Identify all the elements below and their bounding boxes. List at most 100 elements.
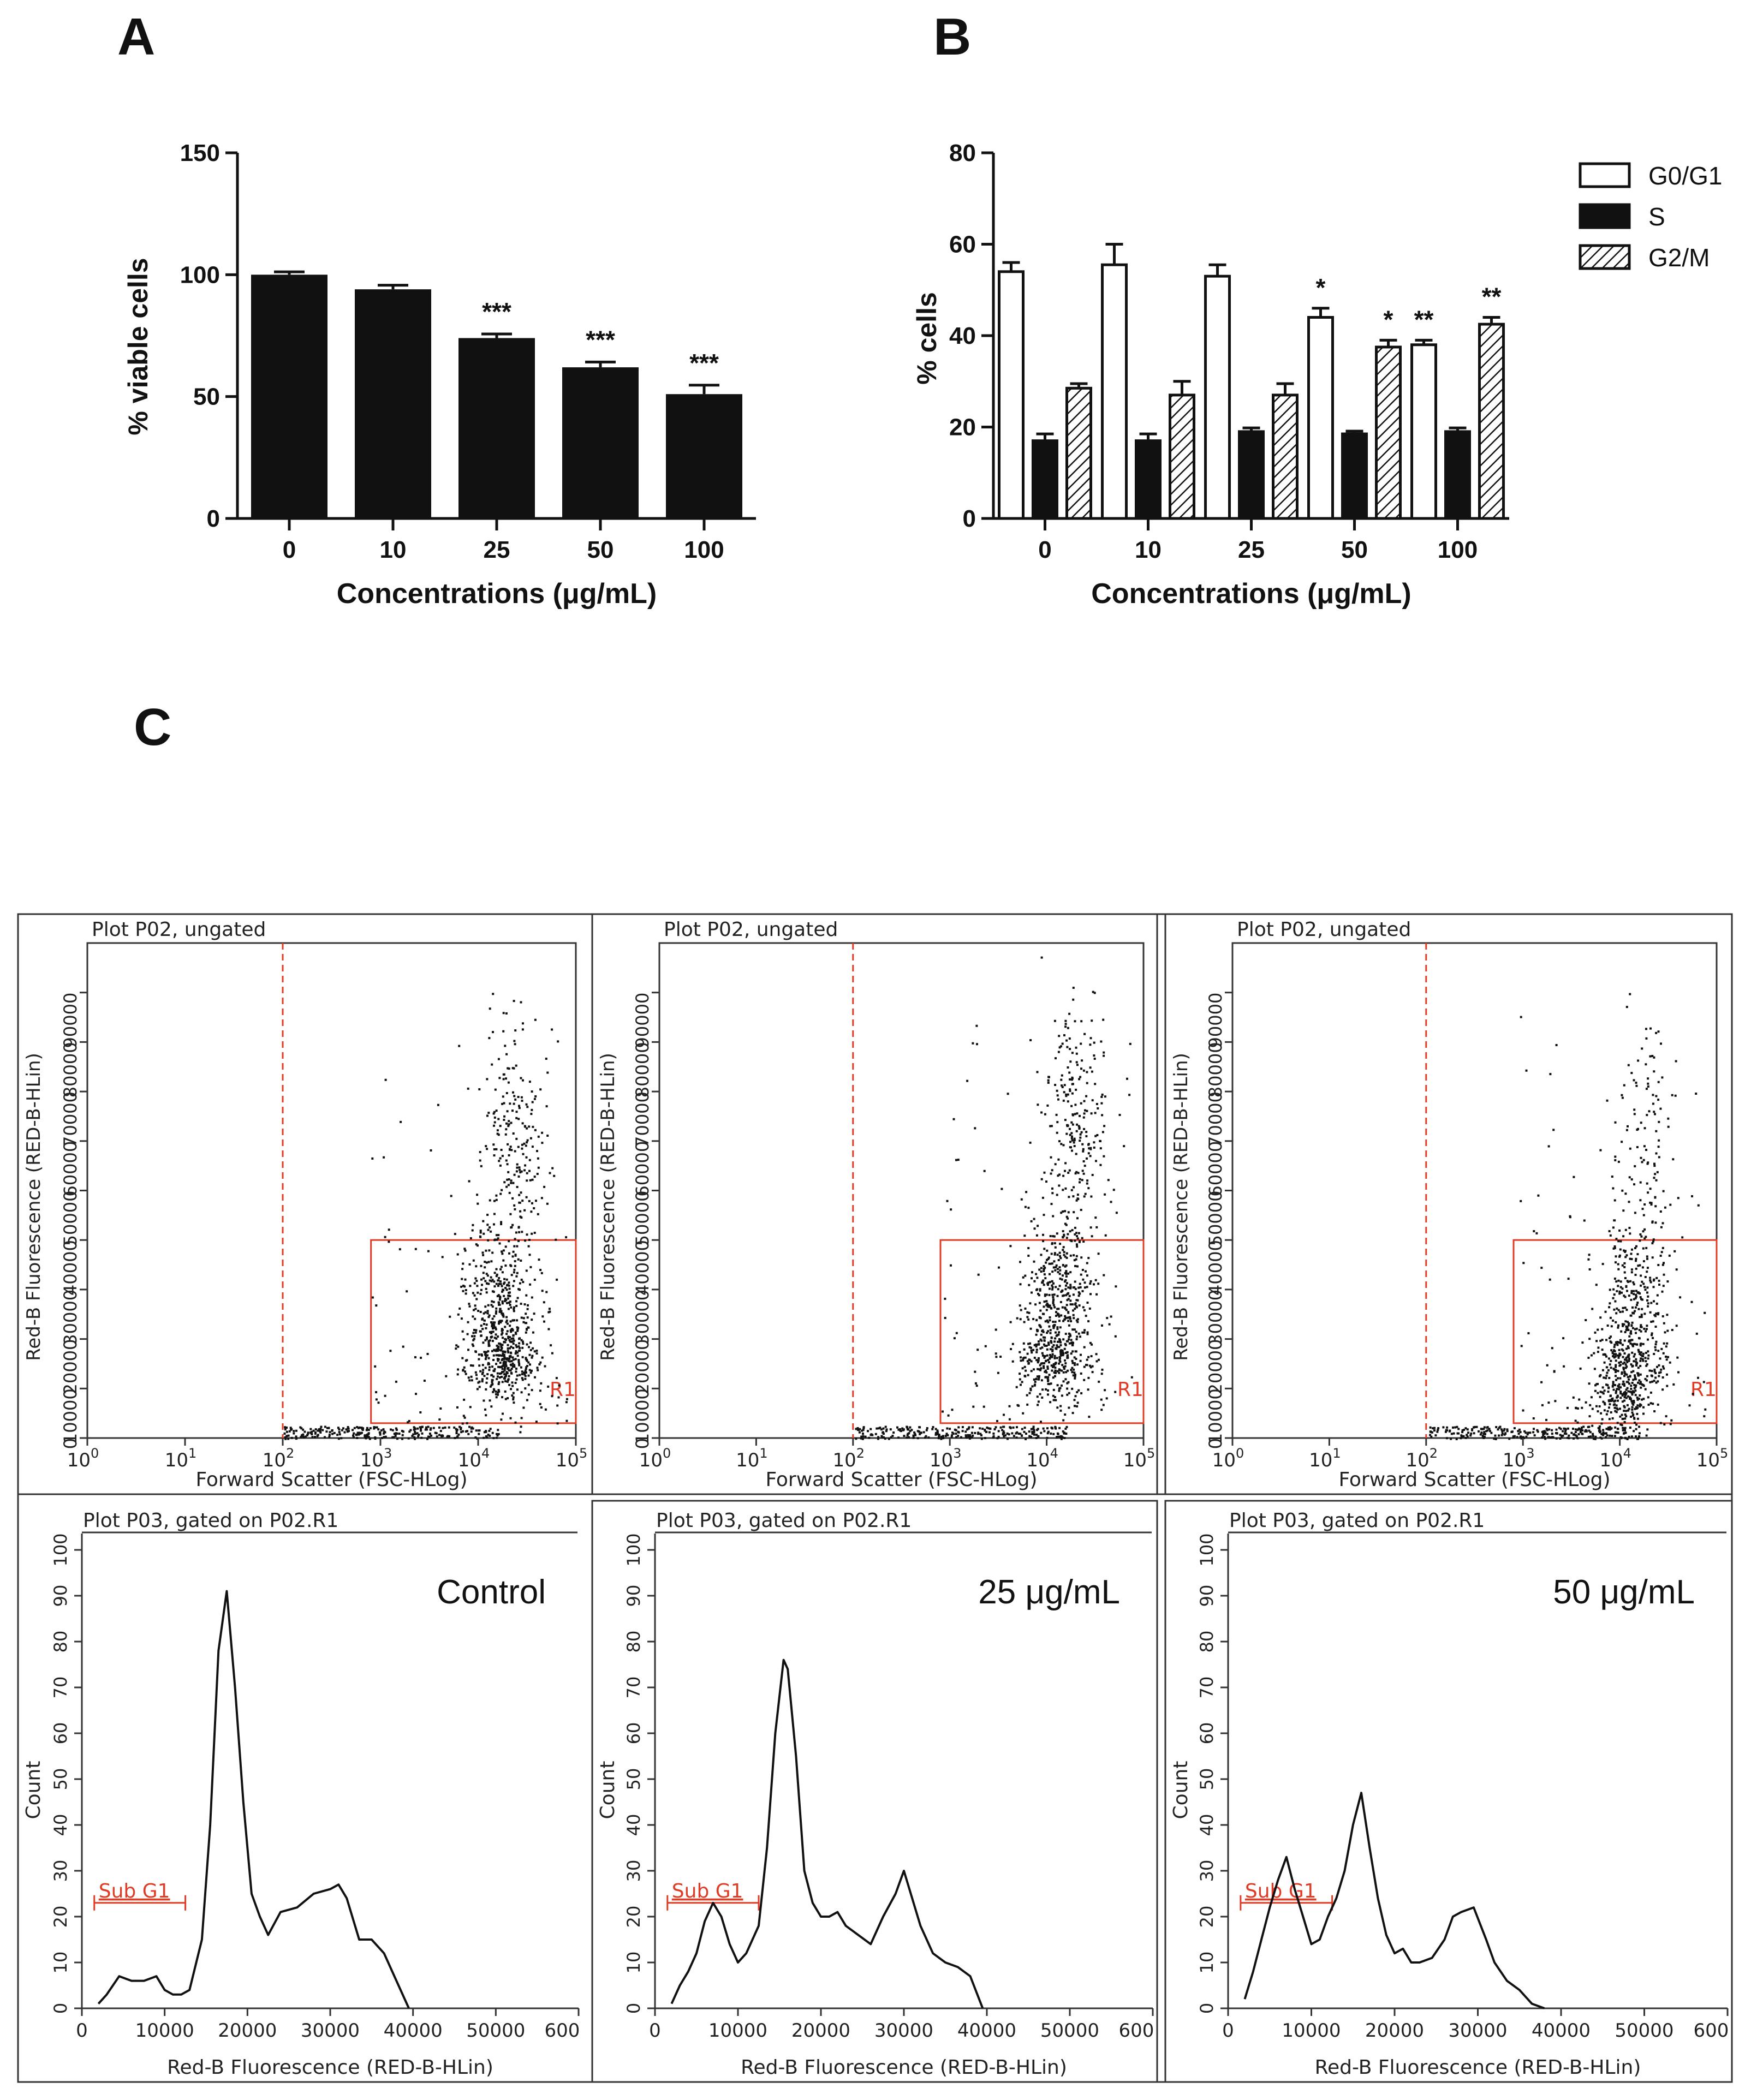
- x-tick-exponent: 3: [1526, 1446, 1534, 1461]
- y-tick-label: 0: [50, 2003, 71, 2014]
- bar-solid: [1341, 432, 1368, 520]
- y-tick-label: 50: [193, 384, 220, 410]
- y-tick-label: 70: [1196, 1677, 1217, 1699]
- y-tick-label: 60000: [1205, 1141, 1226, 1197]
- y-tick-label: 50: [623, 1768, 644, 1791]
- y-tick-label: 100: [1196, 1533, 1217, 1566]
- chart-a-viable-cells: 0 50 100 150 0 10 25 *** 50 *** 100 *** Concentratio…: [123, 140, 756, 610]
- panel-label-a: A: [117, 8, 155, 66]
- x-tick-label: 40000: [1532, 2020, 1591, 2042]
- x-axis-label: Forward Scatter (FSC-HLog): [1338, 1469, 1610, 1491]
- x-tick-exponent: 1: [1332, 1446, 1341, 1461]
- plot-frame: [591, 913, 1158, 1495]
- y-axis-label: Count: [1170, 1761, 1192, 1819]
- histogram-3: Plot P03, gated on P02.R1 0 10 20 30 40 50 60 70…: [1164, 1500, 1733, 2083]
- y-tick-label: 30: [623, 1860, 644, 1882]
- gate-r1: [370, 1239, 577, 1424]
- subg1-label: Sub G1: [672, 1880, 743, 1902]
- y-tick-label: 50000: [632, 1191, 653, 1246]
- y-tick-label: 40000: [60, 1240, 81, 1296]
- y-tick-label: 100: [623, 1533, 644, 1566]
- x-tick-label: 600: [545, 2020, 580, 2042]
- y-tick-label: 60: [949, 231, 976, 258]
- gate-r1-label: R1: [550, 1379, 576, 1401]
- bar-open: [1307, 316, 1334, 520]
- y-tick-label: 70: [50, 1677, 71, 1699]
- x-tick-label: 100: [67, 1446, 99, 1471]
- y-tick-label: 20: [949, 414, 976, 441]
- bar: [666, 394, 742, 518]
- y-tick-label: 80000: [632, 1042, 653, 1097]
- x-tick-label: 0: [76, 2020, 88, 2042]
- y-tick-label: 30000: [60, 1290, 81, 1345]
- x-tick-label: 30000: [1448, 2020, 1507, 2042]
- bar-hatched: [1375, 345, 1402, 520]
- x-tick-label: 600: [1694, 2020, 1729, 2042]
- histogram-line: [97, 1590, 410, 2009]
- x-tick-label: 0: [1222, 2020, 1234, 2042]
- x-tick-label: 102: [1406, 1446, 1438, 1471]
- y-tick-label: 50000: [60, 1191, 81, 1246]
- x-tick-exponent: 5: [1147, 1446, 1155, 1461]
- x-tick-label: 10: [1135, 536, 1162, 563]
- x-tick-label: 104: [1599, 1446, 1631, 1471]
- x-tick-exponent: 0: [1236, 1446, 1244, 1461]
- x-axis-label: Concentrations (μg/mL): [337, 578, 657, 610]
- x-tick-label: 30000: [301, 2020, 360, 2042]
- y-tick-label: 50: [1196, 1768, 1217, 1791]
- y-tick-label: 0: [1196, 2003, 1217, 2014]
- x-tick-label: 30000: [874, 2020, 933, 2042]
- y-tick-label: 10: [1196, 1952, 1217, 1974]
- x-tick-label: 25: [1238, 536, 1265, 563]
- x-tick-exponent: 3: [953, 1446, 961, 1461]
- condition-label: 50 μg/mL: [1553, 1573, 1695, 1611]
- x-tick-exponent: 2: [286, 1446, 294, 1461]
- x-tick-label: 25: [484, 536, 510, 563]
- y-tick-label: 70000: [60, 1091, 81, 1147]
- plot-title: Plot P03, gated on P02.R1: [1229, 1510, 1485, 1532]
- plot-frame: [1164, 1500, 1733, 2083]
- y-axis-label: Count: [22, 1761, 45, 1819]
- panel-c-flow-cytometry: [17, 913, 1733, 2083]
- x-tick-exponent: 0: [91, 1446, 99, 1461]
- y-tick-label: 90000: [1205, 993, 1226, 1048]
- scatter-dots: [855, 956, 1133, 1440]
- y-tick-label: 80000: [60, 1042, 81, 1097]
- subg1-label: Sub G1: [99, 1880, 170, 1902]
- histogram-line: [670, 1658, 984, 2009]
- bar-solid: [1238, 430, 1265, 520]
- condition-label: 25 μg/mL: [978, 1573, 1120, 1611]
- y-tick-label: 80: [1196, 1631, 1217, 1653]
- y-tick-label: 90: [1196, 1585, 1217, 1607]
- subg1-label: Sub G1: [1245, 1880, 1317, 1902]
- y-tick-label: 40: [1196, 1814, 1217, 1836]
- x-tick-label: 104: [458, 1446, 490, 1471]
- y-tick-label: 80000: [1205, 1042, 1226, 1097]
- bar-open: [1204, 275, 1231, 520]
- x-tick-label: 100: [684, 536, 724, 563]
- legend-label: S: [1648, 202, 1665, 231]
- legend-swatch-open: [1579, 162, 1631, 188]
- panel-label-c: C: [134, 698, 171, 756]
- bar-open: [998, 270, 1025, 520]
- plot-frame: [1164, 913, 1733, 1495]
- y-tick-label: 40: [949, 323, 976, 349]
- x-tick-label: 105: [1696, 1446, 1729, 1471]
- significance-label: *: [1316, 273, 1326, 302]
- y-tick-label: 40: [623, 1814, 644, 1836]
- x-tick-label: 103: [930, 1446, 962, 1471]
- gate-r1-label: R1: [1117, 1379, 1144, 1401]
- y-tick-label: 30000: [1205, 1290, 1226, 1345]
- legend-swatch-solid: [1579, 203, 1631, 229]
- bar-open: [1101, 263, 1128, 520]
- significance-label: *: [1384, 305, 1393, 333]
- panel-label-b: B: [933, 8, 971, 66]
- y-tick-label: 0: [207, 505, 220, 532]
- y-tick-label: 100: [180, 261, 220, 288]
- bar: [562, 367, 639, 518]
- y-tick-label: 20000: [632, 1339, 653, 1395]
- y-tick-label: 10000: [632, 1388, 653, 1444]
